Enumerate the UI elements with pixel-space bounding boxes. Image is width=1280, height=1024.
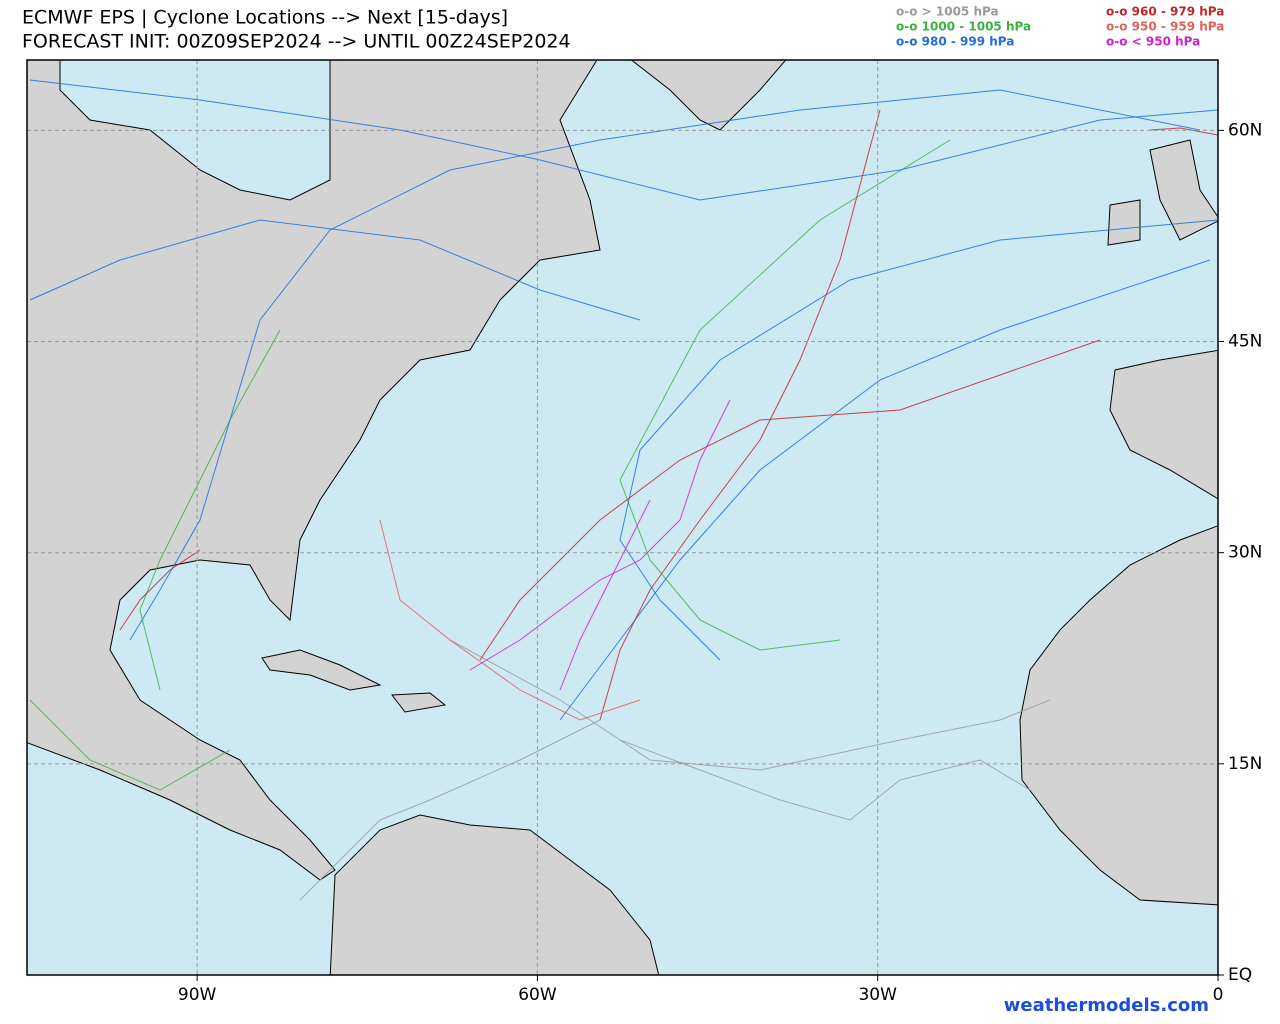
title: ECMWF EPS | Cyclone Locations --> Next [… bbox=[22, 7, 508, 29]
africa bbox=[1019, 525, 1218, 906]
hispaniola bbox=[391, 692, 447, 713]
legend-entry: o-o > 1005 hPa bbox=[896, 5, 999, 19]
subtitle: FORECAST INIT: 00Z09SEP2024 --> UNTIL 00… bbox=[22, 31, 571, 53]
lat-tick-label: 60N bbox=[1228, 120, 1262, 140]
lon-tick-label: 60W bbox=[518, 985, 557, 1005]
legend-entry: o-o 950 - 959 hPa bbox=[1106, 20, 1224, 34]
britain bbox=[1149, 139, 1218, 241]
lon-tick-label: 0 bbox=[1213, 985, 1224, 1005]
credit: weathermodels.com bbox=[1004, 995, 1209, 1016]
legend-entry: o-o 980 - 999 hPa bbox=[896, 35, 1014, 49]
map bbox=[27, 60, 1218, 975]
north-america bbox=[27, 60, 601, 881]
iberia bbox=[1109, 349, 1218, 500]
legend-entry: o-o 960 - 979 hPa bbox=[1106, 5, 1224, 19]
lon-tick-label: 30W bbox=[858, 985, 897, 1005]
graticule bbox=[27, 60, 1218, 975]
cuba bbox=[261, 649, 382, 691]
legend-entry: o-o 1000 - 1005 hPa bbox=[896, 20, 1031, 34]
lon-tick-label: 90W bbox=[178, 985, 217, 1005]
ireland bbox=[1107, 199, 1141, 246]
lat-tick-label: 45N bbox=[1228, 332, 1262, 352]
map-frame bbox=[26, 59, 1219, 976]
south-america bbox=[329, 814, 660, 975]
tracks bbox=[29, 79, 1218, 901]
lat-tick-label: 30N bbox=[1228, 543, 1262, 563]
lat-tick-label: 15N bbox=[1228, 754, 1262, 774]
legend-entry: o-o < 950 hPa bbox=[1106, 35, 1200, 49]
lat-tick-label: EQ bbox=[1228, 965, 1252, 985]
